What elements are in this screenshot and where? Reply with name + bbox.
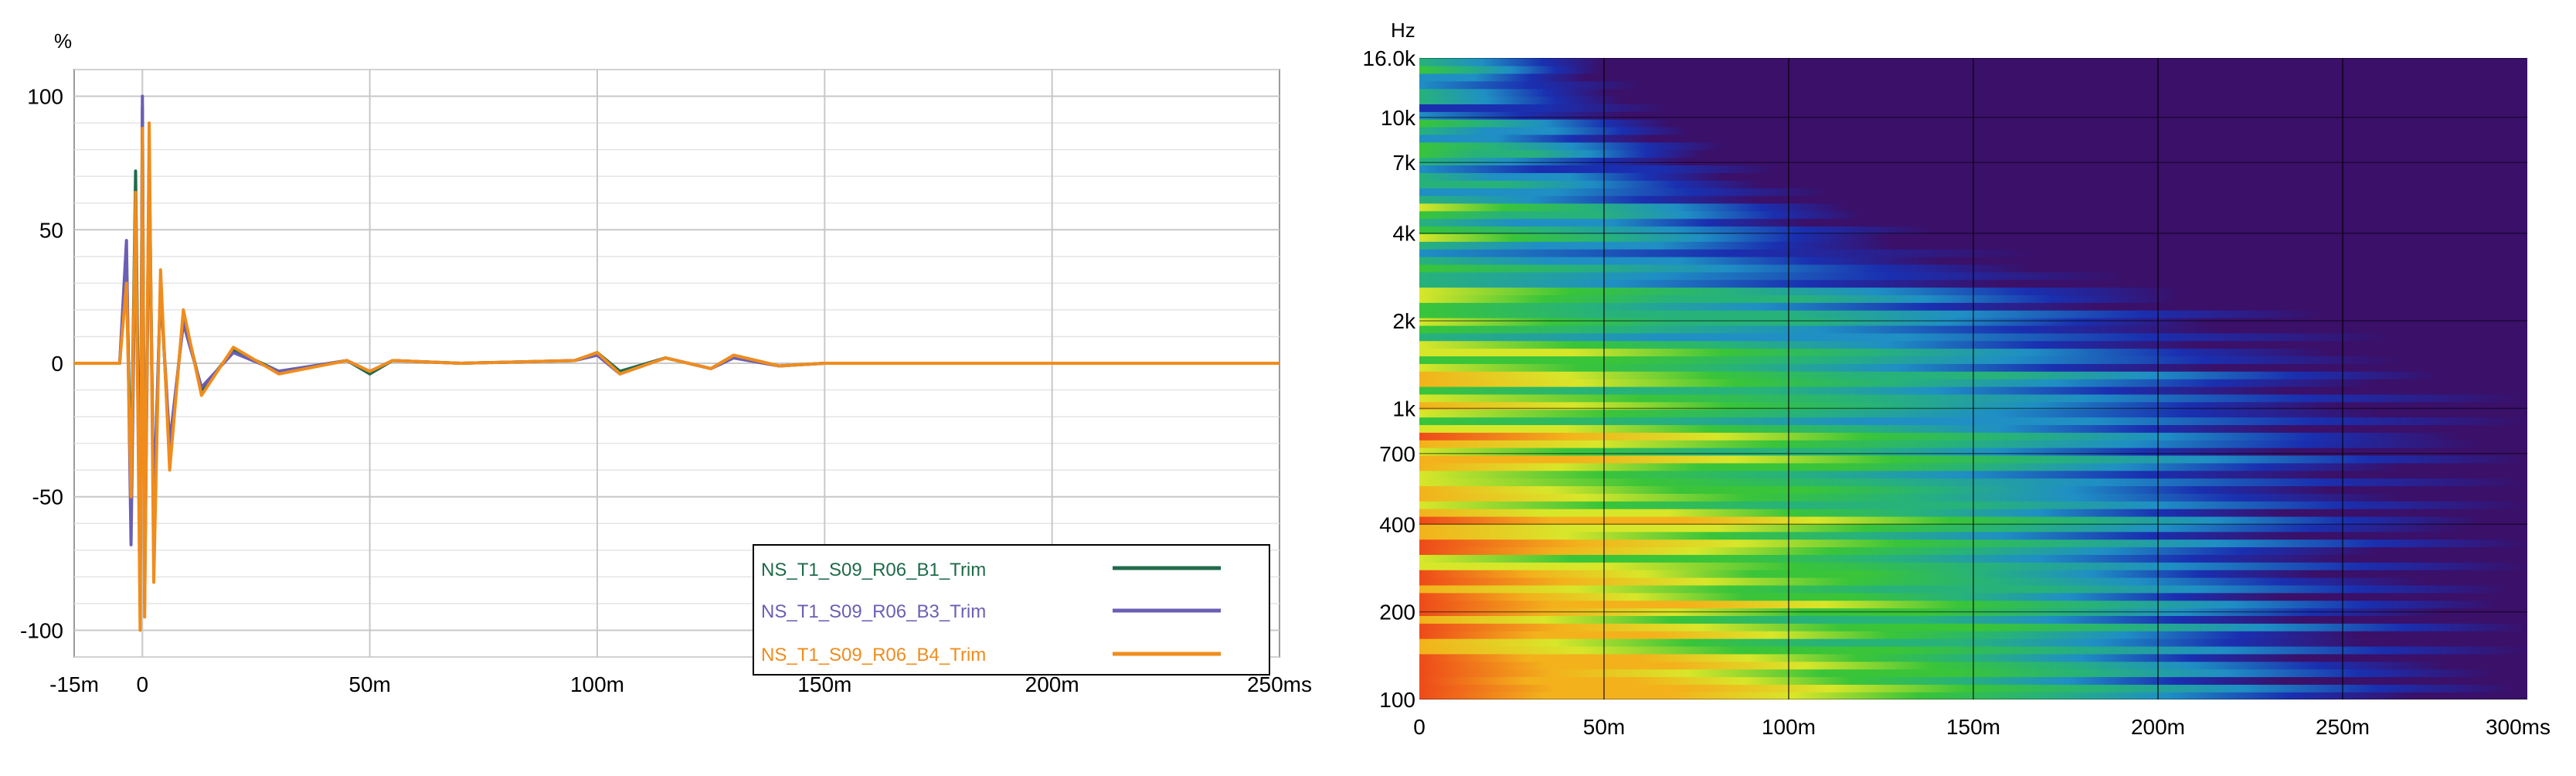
x-tick-label: 150m <box>797 672 851 696</box>
legend-label-b3: NS_T1_S09_R06_B3_Trim <box>761 601 986 622</box>
x-tick-label: 250ms <box>1247 672 1312 696</box>
y-tick-label: -50 <box>32 485 63 509</box>
right-grid <box>1419 58 2527 699</box>
y-tick-label: 4k <box>1392 222 1416 246</box>
x-tick-label: -15m <box>49 672 99 696</box>
y-tick-label: 100 <box>27 85 63 109</box>
x-tick-label: 300ms <box>2486 715 2551 739</box>
x-tick-label: 200m <box>1025 672 1079 696</box>
y-tick-label: 400 <box>1379 512 1415 536</box>
right-y-axis: 16.0k 10k 7k 4k 2k 1k 700 400 200 100 <box>1363 46 1416 712</box>
left-y-unit: % <box>54 29 72 53</box>
y-tick-label: 50 <box>39 218 63 242</box>
y-tick-label: 10k <box>1381 106 1416 130</box>
spectrogram-chart: 16.0k 10k 7k 4k 2k 1k 700 400 200 100 0 50m 100m 150… <box>1363 19 2551 739</box>
y-tick-label: 7k <box>1392 151 1416 175</box>
y-tick-label: 700 <box>1379 442 1415 466</box>
y-tick-label: -100 <box>20 618 63 642</box>
legend-label-b1: NS_T1_S09_R06_B1_Trim <box>761 560 986 580</box>
left-grid <box>74 70 1280 657</box>
y-tick-label: 100 <box>1379 688 1415 712</box>
right-x-axis: 0 50m 100m 150m 200m 250m 300ms <box>1413 715 2551 739</box>
x-tick-label: 100m <box>570 672 624 696</box>
y-tick-label: 1k <box>1392 397 1416 420</box>
series-line-2 <box>74 121 1280 632</box>
left-y-axis: 100 50 0 -50 -100 <box>20 85 63 643</box>
left-x-axis: -15m 0 50m 100m 150m 200m 250ms <box>49 672 1312 696</box>
y-tick-label: 200 <box>1379 601 1415 625</box>
legend-label-b4: NS_T1_S09_R06_B4_Trim <box>761 645 986 665</box>
x-tick-label: 0 <box>1413 715 1426 739</box>
y-tick-label: 0 <box>51 352 63 376</box>
right-y-unit: Hz <box>1391 19 1415 42</box>
y-tick-label: 2k <box>1392 309 1416 333</box>
legend: NS_T1_S09_R06_B1_Trim NS_T1_S09_R06_B3_T… <box>753 544 1270 676</box>
x-tick-label: 150m <box>1946 715 2000 739</box>
x-tick-label: 50m <box>348 672 390 696</box>
x-tick-label: 0 <box>137 672 149 696</box>
y-tick-label: 16.0k <box>1363 46 1416 70</box>
x-tick-label: 100m <box>1762 715 1816 739</box>
x-tick-label: 200m <box>2131 715 2185 739</box>
left-series-group <box>74 94 1280 632</box>
x-tick-label: 250m <box>2316 715 2370 739</box>
x-tick-label: 50m <box>1583 715 1625 739</box>
